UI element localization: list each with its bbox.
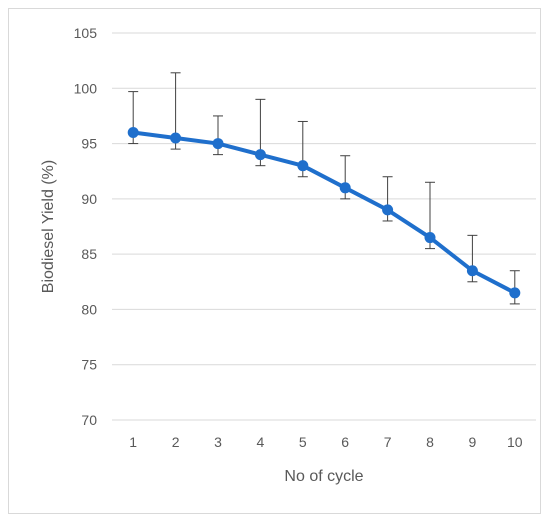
- y-tick-label: 70: [81, 412, 97, 428]
- data-point: [254, 149, 266, 161]
- x-tick-label: 2: [172, 434, 180, 450]
- data-point: [509, 287, 521, 299]
- x-tick-label: 10: [507, 434, 523, 450]
- x-tick-label: 1: [129, 434, 137, 450]
- y-tick-label: 100: [74, 80, 98, 96]
- data-point: [339, 182, 351, 194]
- y-tick-label: 95: [81, 136, 97, 152]
- y-tick-label: 75: [81, 357, 97, 373]
- data-point: [424, 232, 436, 244]
- data-point: [297, 160, 309, 172]
- data-point: [466, 265, 478, 277]
- x-tick-label: 3: [214, 434, 222, 450]
- error-bars: [128, 72, 520, 305]
- data-point: [212, 138, 224, 150]
- data-point: [382, 204, 394, 216]
- x-tick-label: 9: [469, 434, 477, 450]
- y-tick-label: 90: [81, 191, 97, 207]
- x-tick-labels: 1 2 3 4 5 6 7 8 9 10: [129, 434, 522, 450]
- x-tick-label: 6: [341, 434, 349, 450]
- data-point: [127, 127, 139, 139]
- y-tick-label: 105: [74, 25, 98, 41]
- data-points: [127, 127, 521, 299]
- x-tick-label: 8: [426, 434, 434, 450]
- x-axis-title: No of cycle: [284, 468, 363, 485]
- y-axis-title: Biodiesel Yield (%): [40, 160, 57, 293]
- x-tick-label: 5: [299, 434, 307, 450]
- y-tick-labels: 70 75 80 85 90 95 100 105: [74, 25, 98, 428]
- chart-frame: [8, 8, 541, 514]
- data-point: [170, 132, 182, 144]
- y-tick-label: 80: [81, 301, 97, 317]
- series-line: [131, 130, 517, 295]
- y-tick-label: 85: [81, 246, 97, 262]
- x-tick-label: 4: [257, 434, 265, 450]
- gridlines: [112, 32, 536, 421]
- x-tick-label: 7: [384, 434, 392, 450]
- series-lines: [131, 130, 517, 295]
